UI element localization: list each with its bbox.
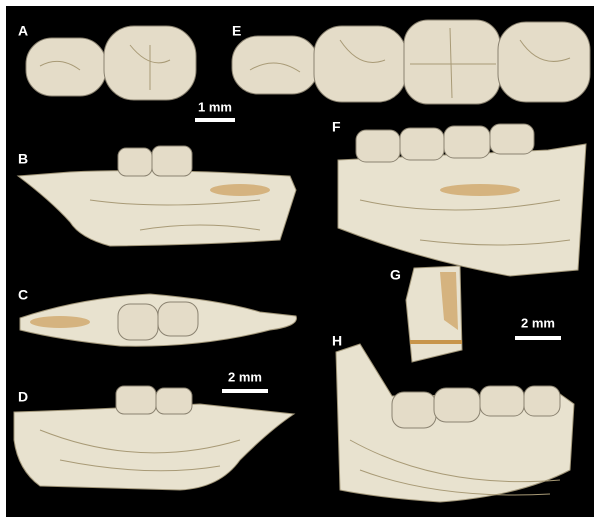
panel-label: F [332, 119, 341, 135]
scale-bar-label: 2 mm [228, 369, 262, 384]
panel-label: B [18, 151, 28, 167]
scale-bar-label: 2 mm [521, 315, 555, 330]
specimen-b [16, 145, 297, 247]
specimen-d [13, 385, 296, 491]
panel-label: C [18, 287, 28, 303]
specimen-a [25, 25, 197, 101]
panel-label: G [390, 267, 401, 283]
specimen-g [405, 265, 463, 363]
specimen-f [337, 123, 587, 277]
scale-bar-label: 1 mm [198, 99, 232, 114]
panel-label: E [232, 23, 241, 39]
panel-label: H [332, 333, 342, 349]
specimen-h [335, 343, 575, 503]
specimen-e [231, 19, 591, 105]
panel-label: A [18, 23, 28, 39]
scale-bar [222, 389, 268, 393]
scale-bar [195, 118, 235, 122]
panel-label: D [18, 389, 28, 405]
specimen-c [19, 293, 297, 347]
scale-bar [515, 336, 561, 340]
